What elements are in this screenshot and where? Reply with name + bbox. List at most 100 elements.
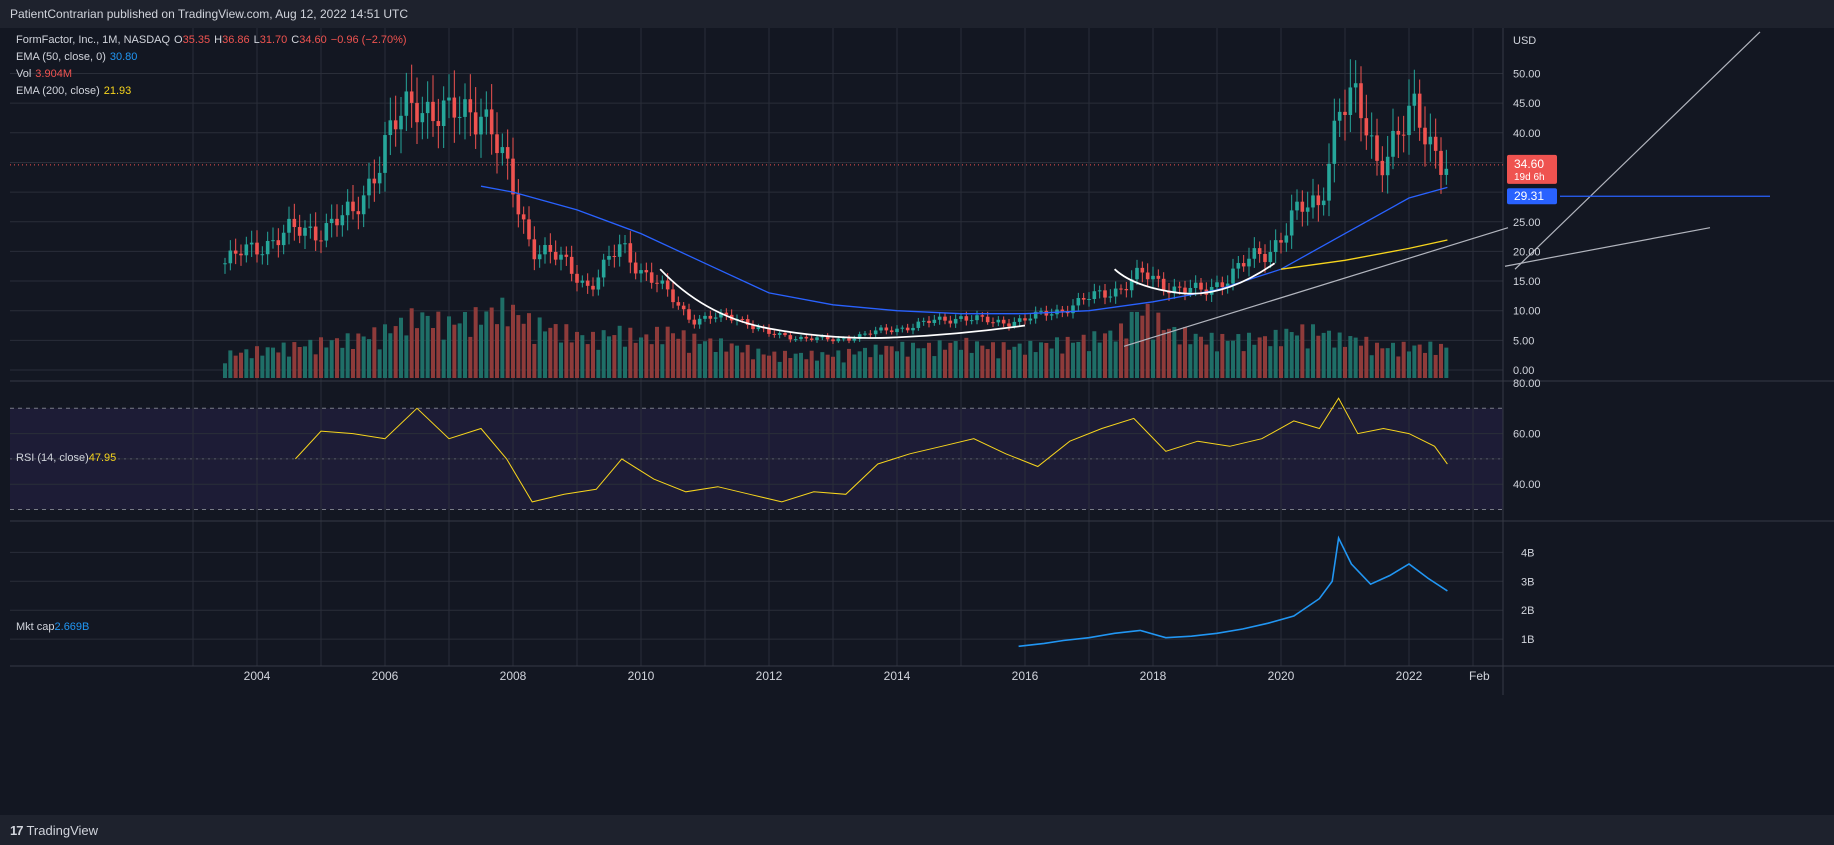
- volume-bar: [804, 359, 809, 378]
- volume-bar: [815, 360, 819, 378]
- change-value: −0.96 (−2.70%): [330, 34, 407, 46]
- volume-bar: [1049, 348, 1054, 378]
- candle-body: [916, 321, 921, 328]
- candle-body: [399, 115, 403, 130]
- candle-body: [393, 120, 398, 130]
- rsi-line: [295, 397, 1448, 503]
- volume-bar: [703, 341, 707, 378]
- candle-body: [783, 333, 787, 336]
- mktcap-label[interactable]: Mkt cap: [16, 621, 55, 633]
- volume-bar: [511, 304, 515, 378]
- volume-bar: [1295, 335, 1299, 378]
- volume-bar: [367, 339, 371, 378]
- candle-body: [425, 101, 430, 114]
- vol-label[interactable]: Vol: [16, 68, 32, 80]
- volume-bar: [756, 348, 761, 378]
- candle-body: [889, 330, 894, 333]
- trendline-long: [1123, 227, 1509, 347]
- rounding-bottom-curve: [659, 268, 1026, 339]
- volume-bar: [884, 345, 889, 378]
- candle-body: [345, 201, 350, 216]
- time-tick: 2018: [1140, 669, 1167, 683]
- time-tick: 2020: [1268, 669, 1295, 683]
- volume-bar: [687, 352, 691, 378]
- volume-bar: [1257, 337, 1262, 378]
- time-tick: 2008: [500, 669, 527, 683]
- candle-body: [857, 334, 862, 339]
- volume-bar: [1012, 346, 1017, 378]
- candle-body: [521, 214, 526, 220]
- candle-body: [1439, 150, 1443, 175]
- price-tick: 15.00: [1513, 276, 1541, 288]
- candle-body: [271, 240, 275, 242]
- candle-body: [457, 116, 462, 118]
- trendline-steep: [1514, 31, 1761, 270]
- volume-bar: [799, 352, 803, 378]
- candle-body: [1039, 310, 1043, 312]
- candle-body: [900, 327, 905, 329]
- volume-bar: [361, 336, 366, 378]
- candle-body: [649, 272, 654, 283]
- volume-bar: [319, 337, 323, 378]
- candle-body: [1225, 283, 1230, 288]
- volume-bar: [255, 346, 259, 378]
- symbol-label[interactable]: FormFactor, Inc., 1M, NASDAQ: [16, 34, 171, 46]
- volume-bar: [649, 344, 654, 378]
- volume-bar: [1428, 341, 1433, 378]
- price-tick: 25.00: [1513, 217, 1541, 229]
- candle-body: [415, 102, 419, 123]
- volume-bar: [676, 338, 681, 378]
- candle-body: [356, 211, 361, 215]
- candle-body: [505, 147, 510, 159]
- candle-body: [665, 280, 670, 290]
- candle-body: [329, 218, 334, 224]
- time-tick: 2004: [244, 669, 271, 683]
- candle-body: [879, 327, 883, 331]
- volume-bar: [612, 335, 617, 378]
- volume-bar: [959, 349, 963, 378]
- volume-bar: [1209, 332, 1214, 378]
- candle-body: [1332, 120, 1337, 164]
- volume-bar: [1332, 347, 1337, 378]
- volume-bar: [1289, 332, 1294, 378]
- close-value: 34.60: [299, 34, 327, 46]
- candle-body: [740, 319, 745, 321]
- ema200-label[interactable]: EMA (200, close): [16, 85, 100, 97]
- chart-canvas[interactable]: USD50.0045.0040.0035.0025.0020.0015.0010…: [0, 0, 1834, 815]
- candle-body: [1433, 136, 1438, 151]
- candle-body: [249, 242, 254, 245]
- footer-bar: 17 TradingView: [0, 815, 1834, 845]
- volume-bar: [1081, 334, 1086, 378]
- volume-bar: [1359, 345, 1363, 378]
- volume-bar: [1225, 340, 1230, 378]
- volume-bar: [271, 347, 275, 378]
- candle-body: [452, 97, 457, 118]
- volume-bar: [628, 327, 633, 378]
- candle-body: [1124, 289, 1129, 291]
- axes: USD50.0045.0040.0035.0025.0020.0015.0010…: [244, 35, 1557, 683]
- volume-bar: [921, 348, 926, 378]
- rsi-label[interactable]: RSI (14, close): [16, 452, 89, 464]
- tradingview-logo[interactable]: 17 TradingView: [10, 823, 98, 838]
- candle-body: [1172, 286, 1177, 294]
- volume-bar: [479, 324, 483, 378]
- volume-bar: [228, 350, 233, 378]
- candle-body: [831, 339, 835, 342]
- mktcap-tick: 3B: [1521, 576, 1534, 588]
- volume-bar: [383, 324, 387, 378]
- candle-body: [265, 240, 270, 255]
- candle-body: [745, 319, 750, 325]
- high-label: H: [214, 34, 223, 46]
- volume-bar: [340, 347, 345, 378]
- candle-body: [1087, 299, 1091, 301]
- ema50-label[interactable]: EMA (50, close, 0): [16, 51, 106, 63]
- volume-bar: [639, 337, 643, 378]
- candle-body: [985, 316, 990, 323]
- candle-body: [548, 244, 553, 252]
- candle-body: [559, 254, 563, 260]
- volume-bar: [1033, 352, 1038, 378]
- candle-body: [404, 91, 409, 116]
- volume-bar: [1396, 356, 1401, 378]
- volume-bar: [1055, 337, 1059, 378]
- candle-body: [1183, 287, 1187, 293]
